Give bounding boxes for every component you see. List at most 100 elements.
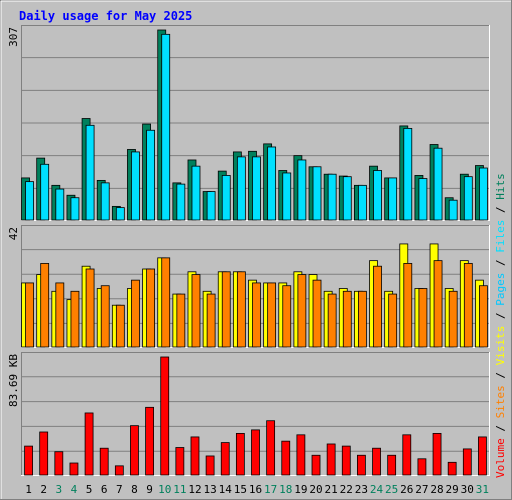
bar-sites [479,285,488,348]
bar-volume [251,429,260,476]
day-label: 12 [188,483,201,496]
day-label: 8 [131,483,138,496]
legend-separator: / [494,306,507,326]
bar-sites [131,279,140,348]
bar-files [433,147,443,221]
bar-files [418,178,428,221]
bar-files [297,159,307,221]
panel-volume: 83.69 KB [7,352,490,476]
bar-volume [84,412,94,476]
bar-volume [205,455,215,476]
bar-sites [161,257,171,348]
bar-files [85,124,95,221]
right-legend: Volume / Sites / Visits / Pages / Files … [494,173,507,478]
bar-sites [433,260,443,348]
bar-files [161,33,171,221]
bar-volume [235,433,245,476]
bar-volume [24,445,33,476]
bar-sites [342,290,352,348]
bar-files [358,184,367,221]
legend-item-volume: Volume [494,438,507,478]
bar-files [388,177,398,221]
bar-files [267,146,277,221]
bar-volume [39,431,49,476]
bar-volume [478,436,487,476]
bar-sites [25,282,34,348]
bar-volume [387,454,397,476]
bar-volume [341,445,351,476]
bar-files [312,166,322,221]
bar-sites [327,293,337,348]
day-label: 17 [264,483,277,496]
bar-volume [99,447,109,476]
bar-volume [69,462,79,476]
bar-volume [357,454,366,476]
bar-volume [311,454,321,476]
bar-files [479,167,488,221]
bar-files [463,176,473,221]
panel-hits-files: 307 [7,25,490,221]
day-label: 20 [309,483,322,496]
bar-sites [312,279,322,348]
bar-files [373,170,382,221]
day-label: 25 [385,483,398,496]
bar-sites [206,293,216,348]
legend-item-files: Files [494,220,507,253]
day-label: 24 [370,483,384,496]
day-label: 27 [415,483,428,496]
bar-sites [176,293,186,348]
bar-files [131,151,140,221]
bar-volume [130,425,139,476]
day-label: 19 [294,483,307,496]
day-label: 23 [355,483,368,496]
panel-max-label: 83.69 KB [7,354,20,407]
day-label: 3 [56,483,63,496]
bar-volume [54,451,64,476]
legend-item-pages: Pages [494,273,507,306]
bar-files [100,182,110,221]
bar-files [176,183,186,221]
bar-sites [463,263,473,348]
bar-sites [388,293,398,348]
panel-visits-sites: 42 [7,225,490,348]
day-label: 5 [86,483,93,496]
bar-sites [55,282,65,348]
bar-volume [281,440,291,476]
bar-sites [40,263,50,348]
bar-files [146,129,155,221]
bar-files [252,156,261,221]
day-label: 15 [234,483,247,496]
legend-separator: / [494,253,507,273]
day-label: 1 [25,483,32,496]
day-label: 31 [476,483,489,496]
day-label: 7 [116,483,123,496]
legend-separator: / [494,365,507,385]
bar-volume [220,442,230,476]
bar-sites [252,282,261,348]
bar-volume [326,443,336,476]
bar-files [206,191,216,221]
bar-volume [266,420,276,476]
bar-volume [402,434,412,476]
bar-volume [160,356,170,476]
day-label: 13 [203,483,216,496]
day-label: 26 [400,483,413,496]
bar-files [403,128,413,221]
bar-sites [85,268,95,348]
bar-sites [221,271,231,348]
bar-sites [115,304,125,348]
bar-files [40,163,50,221]
day-label: 10 [158,483,171,496]
day-label: 14 [219,483,233,496]
legend-separator: / [494,200,507,220]
bar-volume [432,433,442,476]
day-label: 9 [146,483,153,496]
panel-max-label: 307 [7,27,20,47]
bar-sites [70,290,80,348]
legend-item-sites: Sites [494,385,507,418]
bar-volume [190,436,200,476]
day-label: 28 [430,483,443,496]
legend-item-visits: Visits [494,326,507,366]
day-label: 30 [461,483,474,496]
